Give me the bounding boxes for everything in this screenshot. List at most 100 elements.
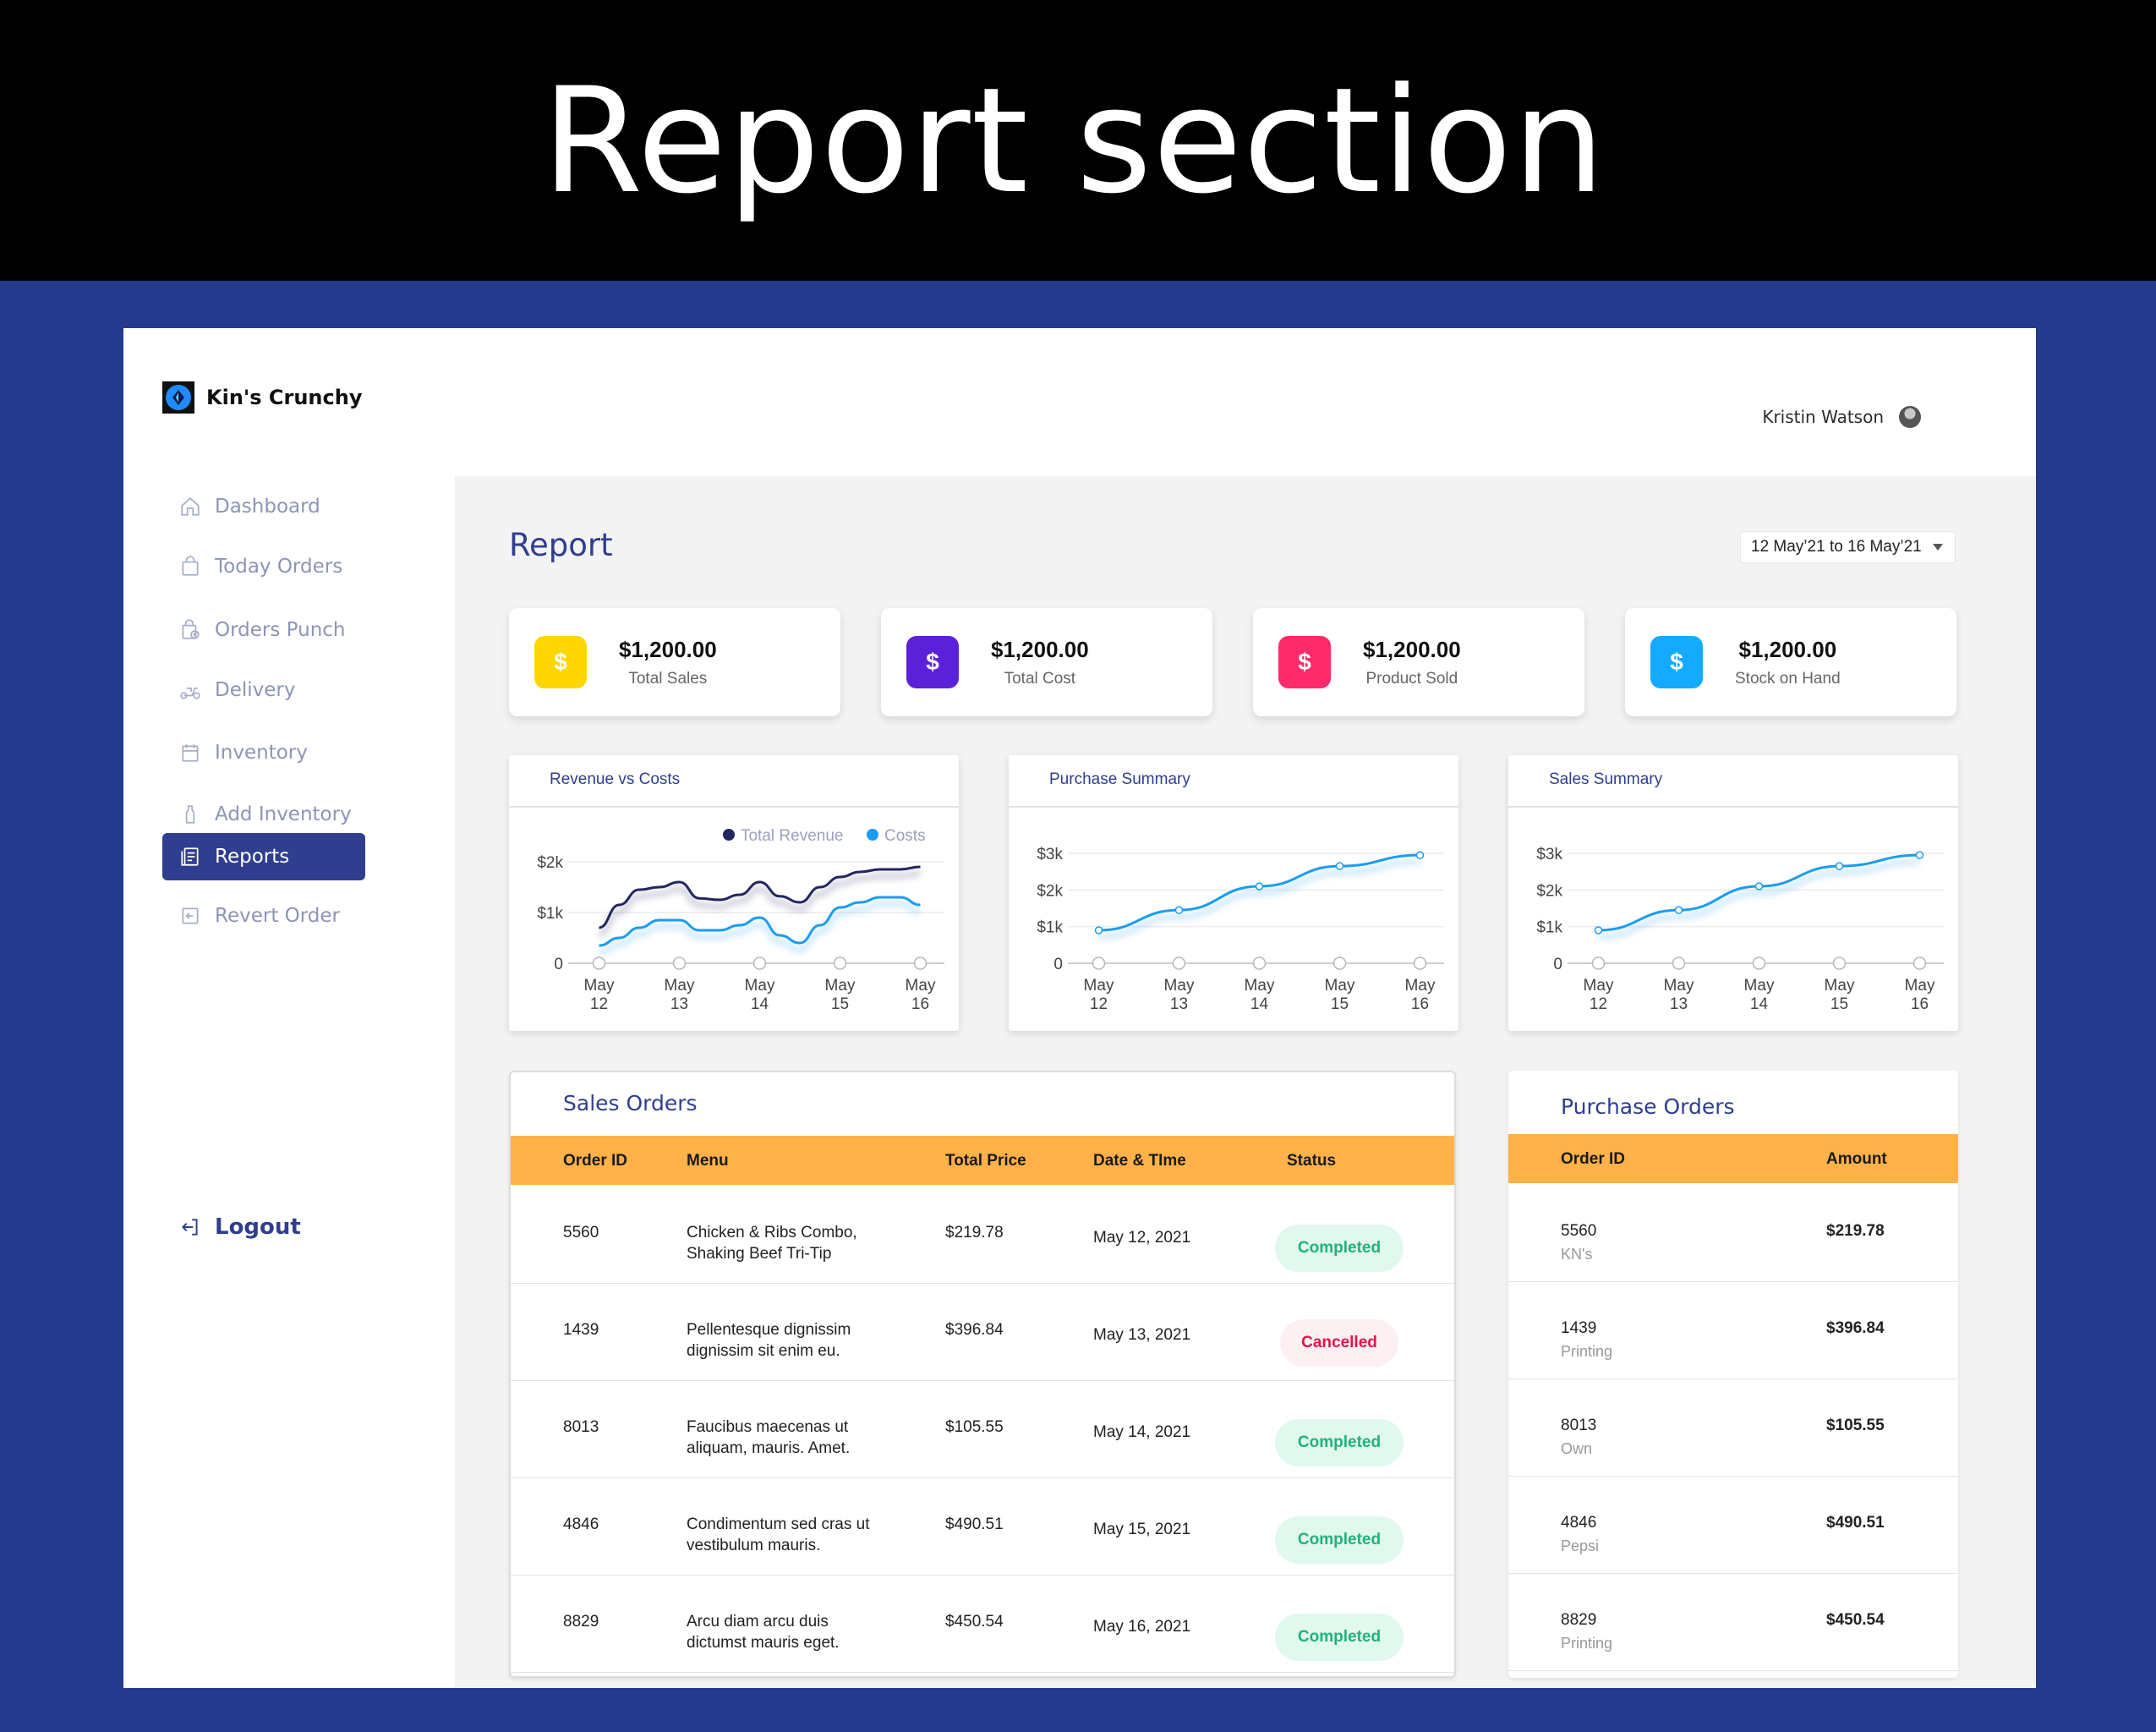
column-header[interactable]: Order ID: [563, 1152, 628, 1170]
sidebar-item-delivery[interactable]: Delivery: [162, 666, 365, 714]
total-price: $490.51: [945, 1516, 1004, 1533]
stat-card-product-sold: $ $1,200.00 Product Sold: [1253, 608, 1584, 716]
y-tick-label: 0: [554, 956, 563, 973]
x-tick-marker: [1332, 956, 1347, 970]
table-row[interactable]: 4846 Pepsi $490.51: [1508, 1477, 1958, 1574]
chart-purchase-summary: Purchase Summary 0 $1k $2k $3k May 12 May 13 May…: [1009, 755, 1458, 1031]
menu-line-1: Chicken & Ribs Combo,: [687, 1224, 857, 1241]
chart-sales-summary: Sales Summary 0 $1k $2k $3k May 12 May 13 May 14 M…: [1508, 755, 1958, 1031]
dollar-icon: $: [1278, 636, 1331, 688]
date-range-select[interactable]: 12 May’21 to 16 May’21: [1740, 531, 1956, 563]
title-banner: Report section: [0, 0, 2156, 281]
logo-icon: [162, 381, 194, 414]
order-id: 1439: [1561, 1319, 1597, 1337]
sidebar-item-orders-punch[interactable]: Orders Punch: [162, 606, 365, 654]
column-header[interactable]: Amount: [1826, 1150, 1887, 1168]
column-header[interactable]: Total Price: [945, 1152, 1026, 1170]
x-tick-marker: [913, 956, 928, 970]
sidebar-item-reports[interactable]: Reports: [162, 833, 365, 880]
logout-button[interactable]: Logout: [179, 1214, 301, 1240]
y-tick-label: $2k: [1536, 882, 1562, 900]
x-tick-label: 15: [1830, 995, 1848, 1013]
table-header: Order ID Menu Total Price Date & TIme St…: [511, 1136, 1454, 1185]
data-point: [1174, 906, 1184, 914]
column-header[interactable]: Status: [1287, 1152, 1337, 1170]
brand[interactable]: Kin's Crunchy: [162, 381, 362, 414]
table-title: Purchase Orders: [1561, 1094, 1735, 1119]
y-tick-label: $1k: [1037, 919, 1063, 937]
table-row[interactable]: 8013 Faucibus maecenas ut aliquam, mauri…: [511, 1381, 1454, 1478]
series-shadow: [1598, 859, 1920, 940]
stat-label: Total Sales: [628, 669, 708, 688]
bottle-icon: [185, 805, 195, 824]
data-point: [1835, 862, 1844, 870]
legend-marker: [867, 829, 878, 841]
sidebar-item-add-inventory[interactable]: Add Inventory: [162, 791, 365, 838]
legend-label: Costs: [884, 827, 926, 845]
sidebar-item-revert-order[interactable]: Revert Order: [162, 892, 365, 940]
chart-title: Revenue vs Costs: [509, 755, 959, 808]
menu-line-2: vestibulum mauris.: [687, 1537, 821, 1554]
x-tick-label: May: [906, 977, 936, 995]
sales-orders-table: Sales Orders Order ID Menu Total Price D…: [509, 1071, 1456, 1678]
chart-title: Sales Summary: [1508, 755, 1958, 808]
data-point: [1415, 851, 1425, 859]
vendor-name: Pepsi: [1561, 1537, 1600, 1554]
user-name: Kristin Watson: [1762, 407, 1884, 427]
sidebar-item-label: Orders Punch: [215, 619, 346, 641]
table-row[interactable]: 1439 Printing $396.84: [1508, 1282, 1958, 1379]
column-header[interactable]: Order ID: [1561, 1150, 1626, 1168]
page-title: Report: [509, 527, 613, 563]
series-shadow: [599, 902, 921, 955]
x-tick-marker: [1591, 956, 1606, 970]
total-price: $105.55: [945, 1418, 1004, 1436]
user-menu[interactable]: Kristin Watson: [1762, 406, 1921, 428]
x-tick-marker: [752, 956, 767, 970]
x-tick-label: 16: [1411, 995, 1429, 1013]
menu-line-1: Condimentum sed cras ut: [687, 1516, 870, 1533]
data-point: [1335, 862, 1344, 870]
total-price: $219.78: [945, 1224, 1004, 1241]
table-row[interactable]: 5560 Chicken & Ribs Combo, Shaking Beef …: [511, 1187, 1454, 1284]
sidebar-item-label: Inventory: [215, 742, 308, 764]
sidebar-item-today-orders[interactable]: Today Orders: [162, 543, 365, 590]
status-badge: Completed: [1275, 1225, 1404, 1272]
x-tick-label: May: [1164, 977, 1195, 995]
x-tick-marker: [592, 956, 606, 970]
scooter-icon: [180, 687, 200, 699]
y-tick-label: $1k: [537, 905, 563, 923]
y-tick-label: 0: [1553, 956, 1562, 973]
x-tick-label: 14: [751, 995, 769, 1013]
app-window: Kin's Crunchy Kristin Watson Dashboard T…: [123, 328, 2036, 1688]
order-id: 5560: [563, 1224, 599, 1241]
table-row[interactable]: 8829 Printing $450.54: [1508, 1574, 1958, 1671]
vendor-name: Own: [1561, 1440, 1593, 1457]
table-row[interactable]: 8829 Arcu diam arcu duis dictumst mauris…: [511, 1576, 1454, 1673]
column-header[interactable]: Menu: [687, 1152, 729, 1170]
bag-plus-icon: [182, 619, 200, 639]
date-time: May 14, 2021: [1093, 1423, 1191, 1441]
x-tick-label: 15: [1331, 995, 1349, 1013]
avatar[interactable]: [1899, 406, 1921, 428]
date-range-value: 12 May’21 to 16 May’21: [1751, 538, 1922, 556]
table-row[interactable]: 5560 KN's $219.78: [1508, 1185, 1958, 1282]
menu-line-2: dictumst mauris eget.: [687, 1634, 840, 1652]
x-tick-label: 16: [911, 995, 929, 1013]
column-header[interactable]: Date & TIme: [1093, 1152, 1186, 1170]
series-line: [599, 865, 921, 929]
x-tick-label: May: [1084, 977, 1114, 995]
table-row[interactable]: 4846 Condimentum sed cras ut vestibulum …: [511, 1478, 1454, 1576]
order-id: 8829: [563, 1613, 599, 1631]
date-time: May 12, 2021: [1093, 1229, 1191, 1247]
sidebar-item-inventory[interactable]: Inventory: [162, 729, 365, 776]
table-row[interactable]: 8013 Own $105.55: [1508, 1379, 1958, 1477]
x-tick-marker: [672, 956, 687, 970]
order-id: 8829: [1561, 1611, 1597, 1629]
y-tick-label: $3k: [1536, 846, 1562, 863]
stat-value: $1,200.00: [619, 636, 717, 662]
sidebar-item-dashboard[interactable]: Dashboard: [162, 483, 365, 530]
table-row[interactable]: 1439 Pellentesque dignissim dignissim si…: [511, 1284, 1454, 1381]
legend-label: Total Revenue: [741, 827, 843, 845]
